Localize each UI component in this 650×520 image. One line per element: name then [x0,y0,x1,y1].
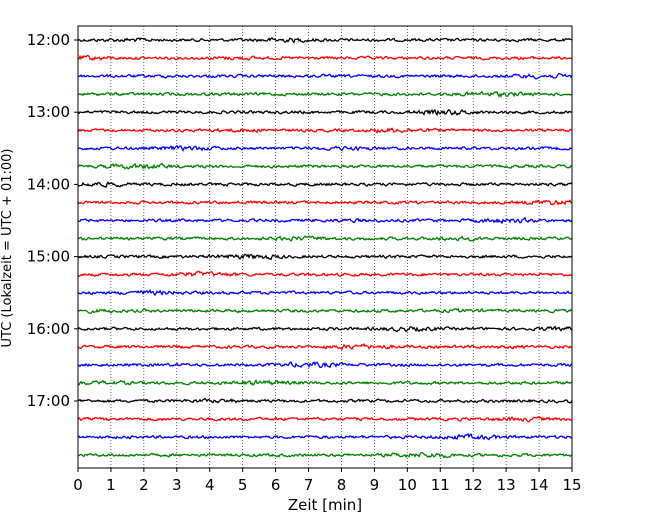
trace-line [77,127,573,134]
x-tick-label: 3 [172,476,182,494]
trace-line [77,379,573,386]
y-tick-label: 14:00 [27,175,70,193]
trace-group [77,37,573,459]
trace-line [77,180,573,189]
x-tick-label: 8 [337,476,347,494]
trace-line [77,90,573,98]
trace-line [77,451,573,459]
trace-line [77,216,573,225]
trace-line [77,235,573,242]
y-axis-label: UTC (Lokalzeit = UTC + 01:00) [0,149,15,348]
y-tick-label: 13:00 [27,103,70,121]
trace-line [77,397,573,404]
x-tick-label: 5 [238,476,248,494]
x-tick-label: 9 [370,476,380,494]
trace-line [77,37,573,44]
x-tick-label: 11 [431,476,450,494]
trace-line [77,72,573,80]
y-axis-ticks: 12:00 13:00 14:00 15:00 16:00 17:00 [27,31,78,410]
x-tick-label: 7 [304,476,314,494]
x-tick-label: 6 [271,476,281,494]
trace-line [77,54,573,61]
y-tick-label: 16:00 [27,320,70,338]
x-tick-label: 2 [139,476,149,494]
trace-line [77,342,573,350]
x-tick-label: 12 [464,476,483,494]
x-axis-label: Zeit [min] [288,496,362,514]
y-tick-label: 12:00 [27,31,70,49]
x-tick-label: 13 [497,476,516,494]
trace-line [77,325,573,333]
trace-line [77,270,573,278]
trace-line [77,415,573,423]
x-tick-label: 4 [205,476,215,494]
y-tick-label: 17:00 [27,392,70,410]
x-tick-label: 0 [73,476,83,494]
x-tick-label: 10 [398,476,417,494]
x-tick-label: 1 [106,476,116,494]
trace-line [77,432,573,441]
trace-line [77,307,573,314]
trace-line [77,144,573,152]
trace-line [77,361,573,369]
trace-line [77,108,573,117]
x-tick-label: 15 [562,476,581,494]
x-axis-ticks: 0 1 2 3 4 5 6 7 8 9 10 11 12 13 14 15 [73,468,582,494]
trace-line [77,253,573,261]
x-tick-label: 14 [530,476,549,494]
plot-frame [77,25,573,469]
y-tick-label: 15:00 [27,248,70,266]
trace-line [77,162,573,170]
trace-line [77,289,573,297]
trace-line [77,199,573,206]
